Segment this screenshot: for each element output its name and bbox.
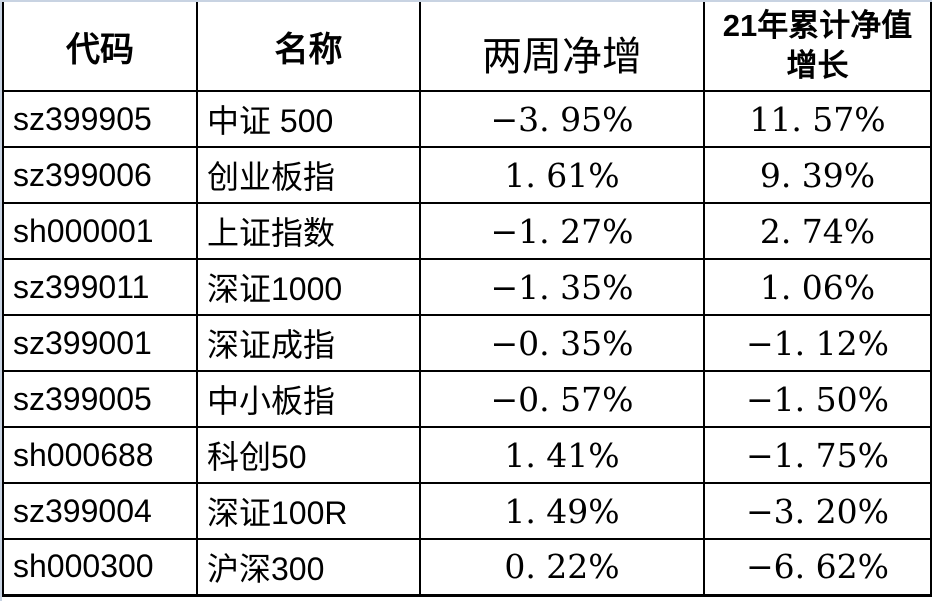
cell-ytd[interactable]: 9. 39% [703, 146, 932, 204]
cell-name[interactable]: 深证成指 [196, 314, 421, 372]
cell-code[interactable]: sz399006 [2, 146, 198, 204]
header-cell-ytd[interactable]: 21年累计净值 增长 [703, 2, 932, 92]
cell-name[interactable]: 中证 500 [196, 90, 421, 148]
cell-ytd[interactable]: 11. 57% [703, 90, 932, 148]
sheet-gridline-left [0, 0, 2, 601]
table-row: sz399006 创业板指 1. 61% 9. 39% [2, 146, 932, 204]
cell-two-week[interactable]: 0. 22% [419, 538, 705, 597]
table-row: sh000300 沪深300 0. 22% −6. 62% [2, 538, 932, 597]
cell-ytd[interactable]: −1. 50% [703, 370, 932, 428]
cell-code[interactable]: sh000300 [2, 538, 198, 597]
cell-code[interactable]: sz399004 [2, 482, 198, 540]
cell-name[interactable]: 科创50 [196, 426, 421, 484]
cell-two-week[interactable]: −0. 35% [419, 314, 705, 372]
cell-two-week[interactable]: 1. 61% [419, 146, 705, 204]
cell-ytd[interactable]: −3. 20% [703, 482, 932, 540]
table-row: sz399905 中证 500 −3. 95% 11. 57% [2, 90, 932, 148]
cell-two-week[interactable]: −1. 27% [419, 202, 705, 260]
cell-two-week[interactable]: −0. 57% [419, 370, 705, 428]
header-row: 代码 名称 两周净增 21年累计净值 增长 [2, 2, 932, 92]
cell-two-week[interactable]: −1. 35% [419, 258, 705, 316]
cell-ytd[interactable]: 2. 74% [703, 202, 932, 260]
table-row: sh000688 科创50 1. 41% −1. 75% [2, 426, 932, 484]
header-cell-code[interactable]: 代码 [2, 2, 198, 92]
cell-two-week[interactable]: −3. 95% [419, 90, 705, 148]
cell-name[interactable]: 创业板指 [196, 146, 421, 204]
cell-code[interactable]: sz399011 [2, 258, 198, 316]
header-cell-name[interactable]: 名称 [196, 2, 421, 92]
table-row: sz399001 深证成指 −0. 35% −1. 12% [2, 314, 932, 372]
cell-two-week[interactable]: 1. 49% [419, 482, 705, 540]
cell-code[interactable]: sh000001 [2, 202, 198, 260]
cell-ytd[interactable]: −1. 12% [703, 314, 932, 372]
header-cell-two-week[interactable]: 两周净增 [419, 2, 705, 92]
cell-ytd[interactable]: −1. 75% [703, 426, 932, 484]
table-row: sz399004 深证100R 1. 49% −3. 20% [2, 482, 932, 540]
cell-code[interactable]: sz399905 [2, 90, 198, 148]
table-row: sz399011 深证1000 −1. 35% 1. 06% [2, 258, 932, 316]
cell-code[interactable]: sh000688 [2, 426, 198, 484]
cell-name[interactable]: 沪深300 [196, 538, 421, 597]
cell-code[interactable]: sz399001 [2, 314, 198, 372]
cell-name[interactable]: 深证1000 [196, 258, 421, 316]
header-ytd-line: 21年累计净值 [722, 8, 913, 43]
cell-ytd[interactable]: 1. 06% [703, 258, 932, 316]
cell-name[interactable]: 深证100R [196, 482, 421, 540]
cell-name[interactable]: 中小板指 [196, 370, 421, 428]
cell-two-week[interactable]: 1. 41% [419, 426, 705, 484]
table-row: sz399005 中小板指 −0. 57% −1. 50% [2, 370, 932, 428]
cell-ytd[interactable]: −6. 62% [703, 538, 932, 597]
table-row: sh000001 上证指数 −1. 27% 2. 74% [2, 202, 932, 260]
sheet-gridline-top [0, 0, 932, 2]
cell-name[interactable]: 上证指数 [196, 202, 421, 260]
header-ytd-line: 增长 [786, 48, 849, 83]
cell-code[interactable]: sz399005 [2, 370, 198, 428]
